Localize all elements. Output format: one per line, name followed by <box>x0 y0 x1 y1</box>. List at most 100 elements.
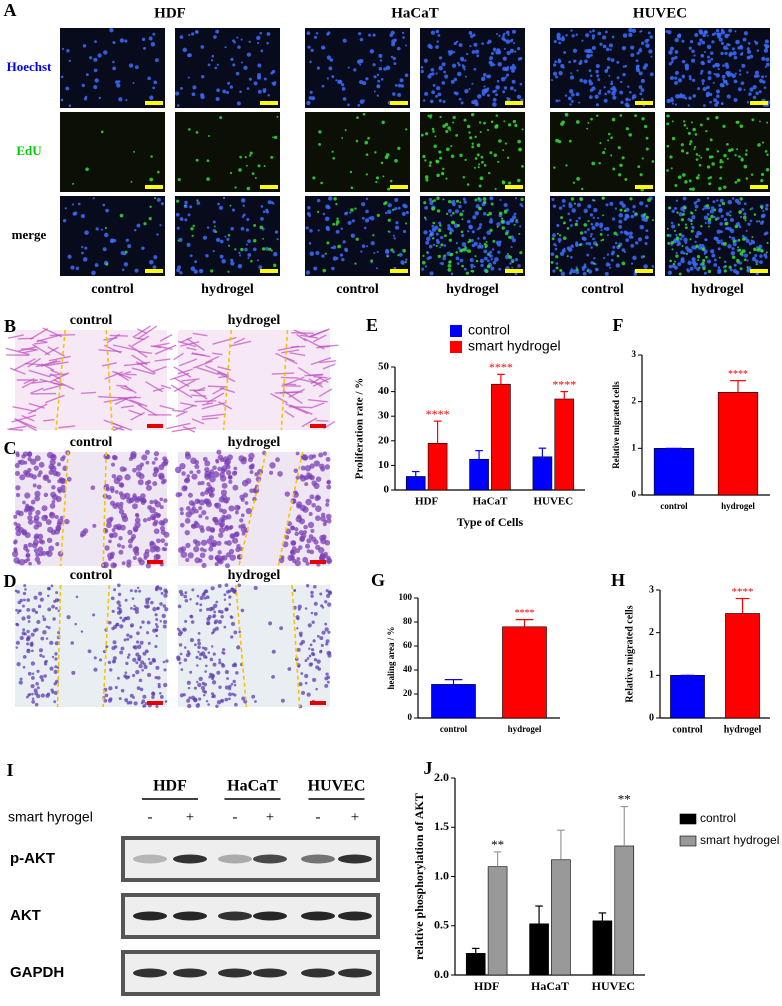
edu-nucleus <box>433 144 437 148</box>
nucleus <box>732 242 737 247</box>
cell <box>154 546 161 553</box>
nucleus <box>492 102 497 107</box>
nucleus <box>755 91 759 96</box>
edu-nucleus <box>624 177 628 181</box>
nucleus <box>509 217 515 223</box>
nucleus <box>154 58 159 63</box>
nucleus <box>699 38 703 42</box>
nucleus <box>490 51 494 56</box>
nucleus <box>697 41 702 46</box>
cell <box>19 677 23 681</box>
edu-nucleus <box>332 156 336 160</box>
edu-nucleus <box>312 176 316 180</box>
cell <box>149 499 154 505</box>
nucleus <box>596 74 600 78</box>
nucleus <box>401 31 405 35</box>
nucleus <box>618 213 624 218</box>
nucleus <box>509 86 514 91</box>
nucleus <box>621 203 626 208</box>
nucleus <box>568 202 572 206</box>
nucleus <box>482 236 487 240</box>
nucleus <box>581 39 584 42</box>
nucleus <box>509 48 515 53</box>
condition-label: hydrogel <box>691 282 744 297</box>
cell <box>130 606 133 610</box>
nucleus <box>119 38 125 43</box>
edu-nucleus <box>335 219 340 224</box>
nucleus <box>636 51 640 55</box>
nucleus <box>483 256 488 261</box>
nucleus <box>194 260 198 264</box>
nucleus <box>737 87 742 92</box>
cell-line-header: HDF <box>154 5 186 21</box>
edu-nucleus <box>494 125 499 129</box>
nucleus <box>723 260 727 264</box>
cell <box>114 490 119 494</box>
nucleus <box>598 91 602 95</box>
cell <box>217 401 233 410</box>
cell <box>109 334 128 337</box>
nucleus <box>591 36 595 40</box>
cell <box>16 661 21 667</box>
nucleus <box>376 250 379 253</box>
cell <box>173 379 196 393</box>
edu-nucleus <box>422 154 426 159</box>
edu-nucleus <box>738 210 742 214</box>
scale-bar <box>390 185 408 189</box>
nucleus <box>89 56 93 60</box>
cell <box>203 596 207 600</box>
nucleus <box>739 215 743 219</box>
edu-nucleus <box>705 255 708 259</box>
nucleus <box>592 237 595 241</box>
edu-nucleus <box>599 232 603 236</box>
cell <box>27 620 31 623</box>
cell <box>181 471 186 476</box>
edu-nucleus <box>374 151 377 154</box>
nucleus <box>560 63 565 69</box>
nucleus <box>581 266 585 270</box>
edu-nucleus <box>227 270 230 273</box>
nucleus <box>604 69 609 73</box>
cell <box>192 360 213 369</box>
nucleus <box>732 51 737 56</box>
nucleus <box>564 94 568 97</box>
nucleus <box>392 92 396 96</box>
cell <box>177 632 183 637</box>
nucleus <box>605 47 610 52</box>
nucleus <box>717 67 720 71</box>
edu-nucleus <box>436 209 441 213</box>
nucleus <box>729 210 732 213</box>
edu-nucleus <box>423 216 427 219</box>
cell <box>30 661 36 666</box>
cell <box>57 489 63 494</box>
cell <box>36 521 43 528</box>
nucleus <box>405 258 408 261</box>
nucleus <box>369 49 375 54</box>
cell <box>218 375 230 379</box>
nucleus <box>464 89 469 94</box>
cell <box>271 649 276 654</box>
edu-nucleus <box>436 173 440 178</box>
edu-nucleus <box>641 117 645 121</box>
cell <box>18 337 34 340</box>
nucleus <box>599 42 603 46</box>
edu-nucleus <box>384 155 389 160</box>
cell <box>184 599 189 603</box>
cell <box>217 550 222 555</box>
nucleus <box>740 81 745 85</box>
cell <box>137 644 142 649</box>
edu-nucleus <box>743 258 747 262</box>
nucleus <box>569 103 572 106</box>
blot-band <box>133 911 167 921</box>
cell <box>13 539 18 544</box>
nucleus <box>430 68 435 72</box>
nucleus <box>309 60 312 64</box>
cell <box>249 488 254 494</box>
nucleus <box>606 65 610 70</box>
nucleus <box>681 39 685 43</box>
scale-bar <box>147 701 163 705</box>
scratch-edge <box>55 329 66 431</box>
cell <box>173 366 192 378</box>
nucleus <box>676 33 682 39</box>
